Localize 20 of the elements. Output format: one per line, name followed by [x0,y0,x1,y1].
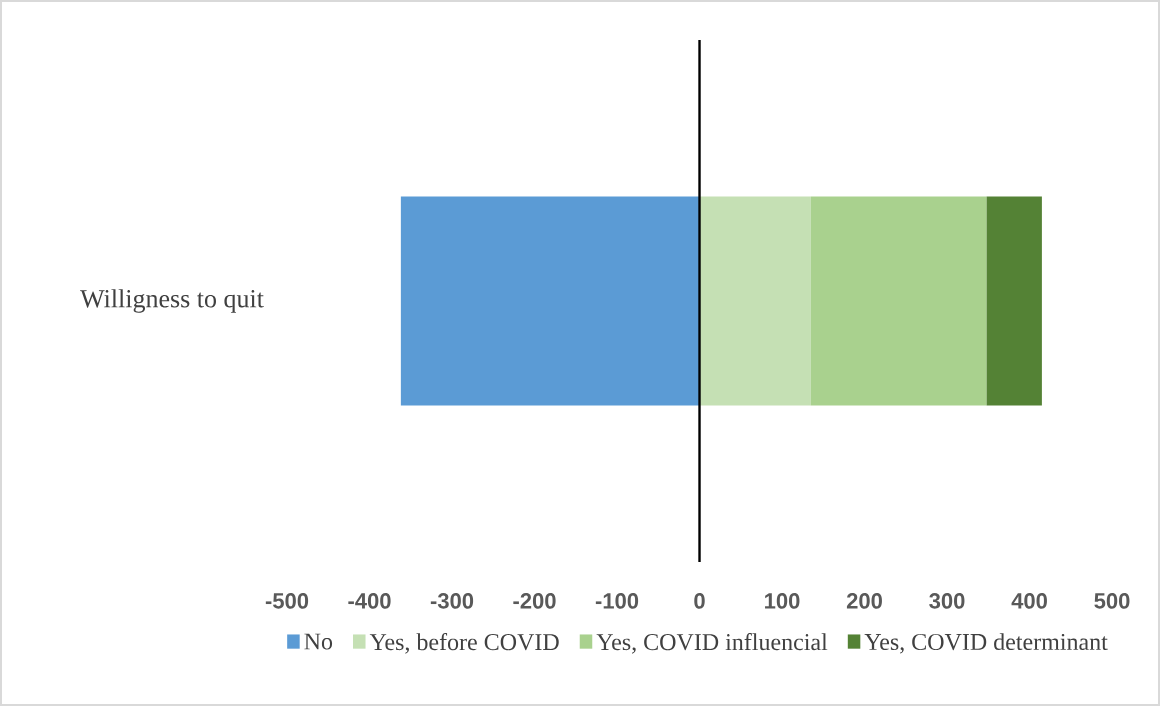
x-tick-label: -500 [265,593,309,609]
x-tick-label: 0 [694,593,705,609]
legend-label: Yes, COVID influencial [596,633,828,654]
x-tick-label: 500 [1094,593,1130,609]
x-tick-label: 200 [846,593,882,609]
x-tick-label: -200 [513,593,556,609]
x-tick-label: 400 [1011,593,1047,609]
bar [810,196,987,406]
x-tick-label: 100 [765,593,800,609]
bar [400,196,700,406]
legend-label: Yes, COVID determinant [864,633,1108,654]
bar [986,196,1042,406]
x-tick-label: -400 [348,593,391,609]
x-tick-label: 300 [929,593,965,609]
y-tick-label: Willigness to quit [80,289,264,313]
bar [699,196,811,406]
x-tick-label: -300 [430,593,474,609]
legend-label: Yes, before COVID [369,633,559,654]
legend-label: No [304,633,333,650]
x-tick-label: -100 [595,593,639,609]
